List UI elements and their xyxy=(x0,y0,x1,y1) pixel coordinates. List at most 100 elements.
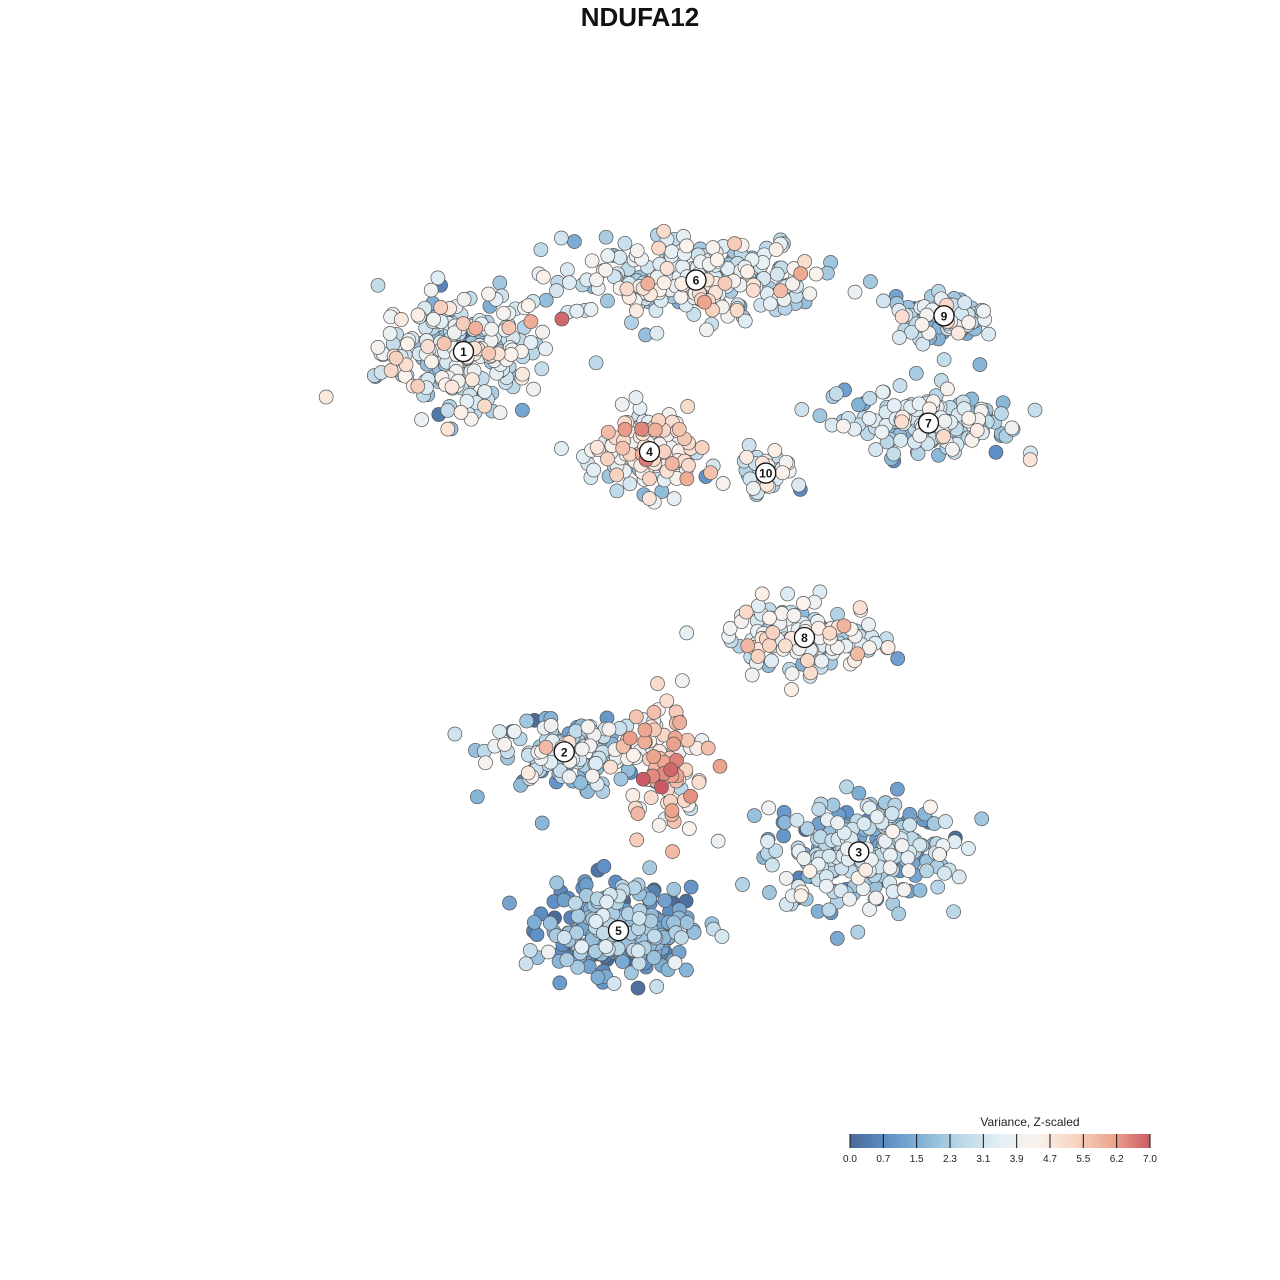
legend-tick-label: 0.0 xyxy=(843,1154,857,1165)
data-point xyxy=(410,307,426,323)
data-point xyxy=(908,365,924,381)
data-point xyxy=(664,244,680,259)
legend-tick-label: 3.9 xyxy=(1010,1154,1024,1165)
data-point xyxy=(694,440,710,455)
data-point xyxy=(762,610,777,626)
data-point xyxy=(762,885,777,900)
data-point xyxy=(681,821,697,836)
data-point xyxy=(785,276,800,292)
data-point xyxy=(656,275,672,291)
data-point xyxy=(884,806,900,821)
data-point xyxy=(543,718,559,733)
data-point xyxy=(617,235,633,251)
data-point xyxy=(642,860,658,876)
data-point xyxy=(440,403,456,418)
data-point xyxy=(746,481,761,496)
data-point xyxy=(744,667,760,683)
data-point xyxy=(850,924,866,940)
data-point xyxy=(784,666,800,682)
data-point xyxy=(747,808,762,823)
data-point xyxy=(671,421,687,437)
data-point xyxy=(830,815,845,831)
data-point xyxy=(811,801,827,817)
data-point xyxy=(740,638,756,654)
data-point xyxy=(863,274,878,289)
data-point xyxy=(410,378,426,394)
cluster-label-10: 10 xyxy=(755,462,777,484)
data-point xyxy=(902,817,918,833)
data-point xyxy=(988,444,1004,460)
data-point xyxy=(559,952,575,968)
data-point xyxy=(681,458,696,473)
data-point xyxy=(778,870,794,886)
data-point xyxy=(829,931,845,946)
data-point xyxy=(649,979,665,994)
data-point xyxy=(819,878,834,894)
data-point xyxy=(735,877,750,892)
data-point xyxy=(868,890,884,906)
data-point xyxy=(554,311,570,327)
cluster-label-9: 9 xyxy=(933,305,955,327)
data-point xyxy=(765,625,781,640)
data-point xyxy=(763,296,778,312)
cluster-label-2: 2 xyxy=(553,741,575,763)
data-point xyxy=(600,248,616,264)
data-point xyxy=(802,286,818,302)
data-point xyxy=(754,586,770,602)
data-point xyxy=(937,865,952,881)
data-point xyxy=(447,726,463,742)
data-point xyxy=(523,314,539,329)
data-point xyxy=(529,927,545,943)
cluster-label-6: 6 xyxy=(685,269,707,291)
data-point xyxy=(969,423,985,438)
data-point xyxy=(793,266,809,281)
data-point xyxy=(541,944,556,960)
data-point xyxy=(680,732,695,748)
svg-text:9: 9 xyxy=(941,309,948,323)
data-point xyxy=(523,335,539,350)
data-point xyxy=(436,336,452,351)
data-point xyxy=(777,815,793,830)
data-point xyxy=(643,790,659,805)
svg-text:7: 7 xyxy=(925,417,932,431)
svg-text:1: 1 xyxy=(460,345,467,359)
data-point xyxy=(481,286,496,302)
data-point xyxy=(598,262,613,278)
data-point xyxy=(569,925,585,941)
data-point xyxy=(741,437,757,453)
data-point xyxy=(614,396,630,412)
data-point xyxy=(822,625,838,641)
data-point xyxy=(722,621,738,636)
svg-text:2: 2 xyxy=(561,745,568,759)
data-point xyxy=(851,397,866,413)
data-point xyxy=(663,762,679,778)
data-point xyxy=(634,421,649,437)
data-point xyxy=(570,908,586,924)
data-point xyxy=(1022,452,1038,468)
data-point xyxy=(549,283,564,298)
data-point xyxy=(641,491,657,506)
data-point xyxy=(674,930,689,945)
data-point xyxy=(773,283,788,299)
data-point xyxy=(679,962,694,978)
data-point xyxy=(619,281,635,297)
data-point xyxy=(502,895,517,911)
data-point xyxy=(628,390,644,405)
data-point xyxy=(622,730,638,746)
data-point xyxy=(586,462,602,478)
data-point xyxy=(940,381,955,397)
data-point xyxy=(654,779,669,795)
data-point xyxy=(868,442,884,457)
data-point xyxy=(937,413,953,429)
data-point xyxy=(876,293,891,309)
data-point xyxy=(880,640,896,655)
data-point xyxy=(477,398,492,414)
data-point xyxy=(862,390,878,406)
data-point xyxy=(433,300,449,315)
data-point xyxy=(664,803,680,818)
data-point xyxy=(601,721,617,737)
data-point xyxy=(828,386,844,402)
data-point xyxy=(599,894,615,910)
cluster-label-4: 4 xyxy=(638,440,661,463)
data-point xyxy=(515,366,530,382)
